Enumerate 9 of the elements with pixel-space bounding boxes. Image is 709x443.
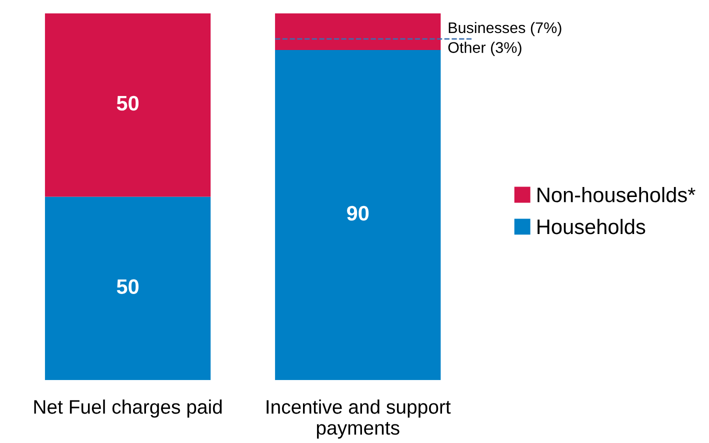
x-tick-label: Net Fuel charges paid <box>34 400 222 418</box>
data-label: 50 <box>116 96 139 111</box>
annotation: Businesses (7%) <box>448 22 562 36</box>
data-label: 50 <box>116 279 139 294</box>
legend-label: Non-households* <box>538 186 696 202</box>
data-label: 90 <box>347 206 369 221</box>
legend-label: Households <box>538 218 646 234</box>
annotation: Other (3%) <box>448 42 522 56</box>
x-tick-label: Incentive and support payments <box>266 400 451 439</box>
